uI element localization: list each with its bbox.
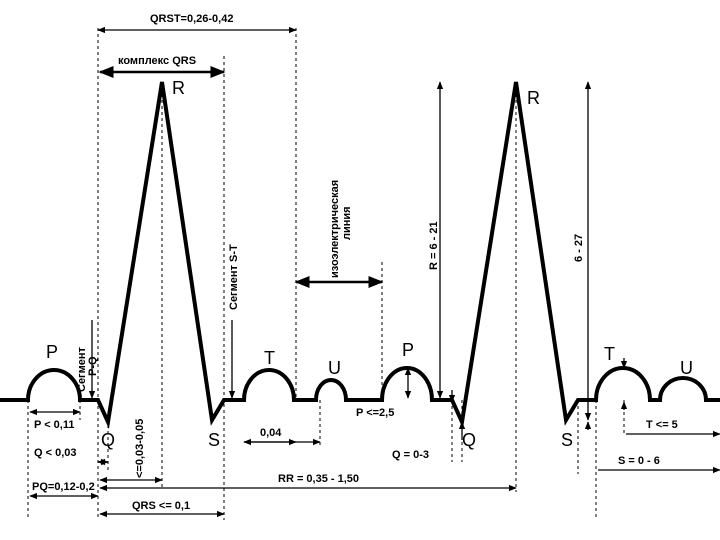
intrinsic-label: <=0,03-0,05: [134, 419, 146, 478]
t-amplitude-label: T <= 5: [646, 419, 678, 431]
rr-label: RR = 0,35 - 1,50: [278, 473, 359, 485]
pq-segment-label: P-Q: [87, 356, 99, 376]
r-amplitude-label: R = 6 - 21: [428, 221, 440, 270]
qrs-duration-label: QRS <= 0,1: [132, 500, 190, 512]
u-wave-label: U: [328, 358, 341, 378]
p-duration-label: P < 0,11: [34, 419, 74, 431]
isoelectric-label: изоэлектрическая: [329, 180, 341, 278]
ecg-wave: [0, 81, 720, 429]
q-duration-label: Q < 0,03: [34, 447, 77, 459]
s-wave-label: S: [561, 430, 573, 450]
qrst-label: QRST=0,26-0,42: [150, 13, 233, 25]
rs-amplitude-label: 6 - 27: [573, 234, 585, 262]
p-amplitude-label: P <=2,5: [356, 407, 394, 419]
u-wave-label: U: [680, 358, 693, 378]
interval-label: 0,04: [260, 427, 282, 439]
pq-segment-label: Сегмент: [76, 346, 88, 392]
q-amplitude-label: Q = 0-3: [392, 449, 429, 461]
qrs-complex-label: комплекс QRS: [118, 55, 196, 67]
q-wave-label: Q: [462, 430, 476, 450]
pq-duration-label: PQ=0,12-0,2: [32, 481, 95, 493]
r-label: R: [527, 88, 540, 108]
s-wave-label: S: [208, 430, 220, 450]
st-segment-label: Сегмент S-T: [228, 244, 240, 310]
t-wave-label: T: [264, 348, 275, 368]
p-wave-label: P: [46, 342, 58, 362]
t-wave-label: T: [604, 344, 615, 364]
r-label: R: [172, 78, 185, 98]
s-amplitude-label: S = 0 - 6: [618, 455, 660, 467]
p-wave-label: P: [402, 340, 414, 360]
isoelectric-label: линия: [341, 206, 353, 240]
